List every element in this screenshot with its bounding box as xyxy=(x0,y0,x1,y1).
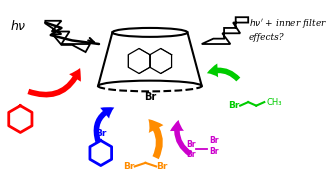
FancyArrowPatch shape xyxy=(170,120,192,156)
FancyArrowPatch shape xyxy=(27,68,81,98)
FancyArrowPatch shape xyxy=(207,64,240,81)
Text: Br: Br xyxy=(123,162,134,171)
Text: Br: Br xyxy=(156,162,167,171)
Text: Br: Br xyxy=(186,150,196,159)
Text: Br: Br xyxy=(228,101,240,110)
Text: Br: Br xyxy=(95,129,107,138)
FancyArrowPatch shape xyxy=(94,107,114,142)
Text: $h\nu'$ + inner filter
effects?: $h\nu'$ + inner filter effects? xyxy=(249,17,327,42)
Text: Br: Br xyxy=(209,147,219,156)
Text: Br: Br xyxy=(144,92,156,102)
Text: Br: Br xyxy=(209,136,219,145)
Text: CH₃: CH₃ xyxy=(266,98,282,107)
Text: Br: Br xyxy=(186,140,196,149)
Text: $h\nu$: $h\nu$ xyxy=(10,19,26,33)
FancyArrowPatch shape xyxy=(148,119,163,159)
